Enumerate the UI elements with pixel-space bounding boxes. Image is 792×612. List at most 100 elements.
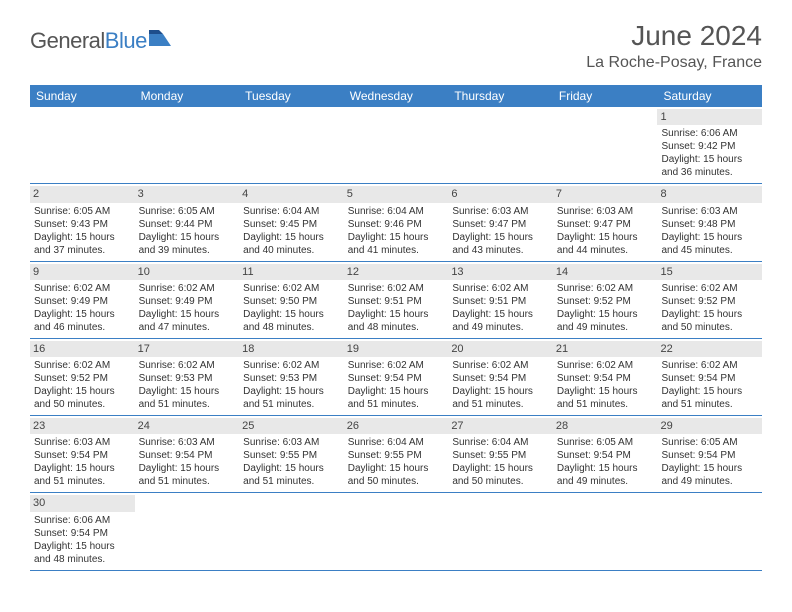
day-number: 27 [448,418,553,434]
day-number: 16 [30,341,135,357]
day-cell: 20Sunrise: 6:02 AMSunset: 9:54 PMDayligh… [448,339,553,415]
sunset-line: Sunset: 9:47 PM [557,218,654,231]
sunrise-line: Sunrise: 6:06 AM [34,514,131,527]
daylight-line: Daylight: 15 hours [348,308,445,321]
day-number: 25 [239,418,344,434]
sunrise-line: Sunrise: 6:05 AM [661,436,758,449]
week-row: 2Sunrise: 6:05 AMSunset: 9:43 PMDaylight… [30,184,762,261]
day-number: 9 [30,264,135,280]
sunrise-line: Sunrise: 6:02 AM [661,282,758,295]
sunrise-line: Sunrise: 6:02 AM [139,282,236,295]
daylight-line: and 43 minutes. [452,244,549,257]
sunset-line: Sunset: 9:54 PM [557,372,654,385]
day-cell: 8Sunrise: 6:03 AMSunset: 9:48 PMDaylight… [657,184,762,260]
sunrise-line: Sunrise: 6:02 AM [243,359,340,372]
daylight-line: and 51 minutes. [452,398,549,411]
sunset-line: Sunset: 9:49 PM [139,295,236,308]
sunset-line: Sunset: 9:54 PM [661,372,758,385]
daylight-line: Daylight: 15 hours [348,231,445,244]
day-cell: 28Sunrise: 6:05 AMSunset: 9:54 PMDayligh… [553,416,658,492]
sunrise-line: Sunrise: 6:04 AM [348,205,445,218]
day-cell: 21 Sunrise: 6:02 AMSunset: 9:54 PMDayligh… [553,339,658,415]
daylight-line: and 41 minutes. [348,244,445,257]
sunset-line: Sunset: 9:51 PM [348,295,445,308]
sunset-line: Sunset: 9:52 PM [661,295,758,308]
sunrise-line: Sunrise: 6:02 AM [661,359,758,372]
dow-tuesday: Tuesday [239,85,344,107]
sunrise-line: Sunrise: 6:02 AM [348,282,445,295]
day-cell-empty: . [239,107,344,183]
day-cell-empty: . [239,493,344,569]
sunset-line: Sunset: 9:48 PM [661,218,758,231]
day-cell-empty: . [553,107,658,183]
dow-wednesday: Wednesday [344,85,449,107]
sunrise-line: Sunrise: 6:02 AM [557,282,654,295]
dow-saturday: Saturday [657,85,762,107]
day-cell-empty: . [344,493,449,569]
daylight-line: and 49 minutes. [557,475,654,488]
day-number: 21 [553,341,658,357]
sunset-line: Sunset: 9:53 PM [243,372,340,385]
day-cell: 27Sunrise: 6:04 AMSunset: 9:55 PMDayligh… [448,416,553,492]
day-cell: 26Sunrise: 6:04 AMSunset: 9:55 PMDayligh… [344,416,449,492]
daylight-line: Daylight: 15 hours [34,308,131,321]
day-number: 4 [239,186,344,202]
day-cell: 11Sunrise: 6:02 AMSunset: 9:50 PMDayligh… [239,262,344,338]
daylight-line: and 51 minutes. [243,398,340,411]
daylight-line: Daylight: 15 hours [139,308,236,321]
sunrise-line: Sunrise: 6:02 AM [243,282,340,295]
sunset-line: Sunset: 9:44 PM [139,218,236,231]
day-cell: 5Sunrise: 6:04 AMSunset: 9:46 PMDaylight… [344,184,449,260]
week-row: 9Sunrise: 6:02 AMSunset: 9:49 PMDaylight… [30,262,762,339]
day-number: 17 [135,341,240,357]
daylight-line: Daylight: 15 hours [557,385,654,398]
day-number: 15 [657,264,762,280]
daylight-line: and 51 minutes. [34,475,131,488]
daylight-line: and 49 minutes. [452,321,549,334]
day-cell: 17Sunrise: 6:02 AMSunset: 9:53 PMDayligh… [135,339,240,415]
flag-icon [149,30,171,46]
day-number: 24 [135,418,240,434]
day-cell: 14Sunrise: 6:02 AMSunset: 9:52 PMDayligh… [553,262,658,338]
daylight-line: and 36 minutes. [661,166,758,179]
dow-monday: Monday [135,85,240,107]
dow-thursday: Thursday [448,85,553,107]
daylight-line: Daylight: 15 hours [139,231,236,244]
daylight-line: Daylight: 15 hours [243,385,340,398]
day-cell: 29Sunrise: 6:05 AMSunset: 9:54 PMDayligh… [657,416,762,492]
daylight-line: Daylight: 15 hours [243,231,340,244]
sunset-line: Sunset: 9:50 PM [243,295,340,308]
daylight-line: Daylight: 15 hours [452,462,549,475]
sunrise-line: Sunrise: 6:03 AM [452,205,549,218]
day-number: 20 [448,341,553,357]
sunrise-line: Sunrise: 6:05 AM [34,205,131,218]
dow-sunday: Sunday [30,85,135,107]
daylight-line: Daylight: 15 hours [557,462,654,475]
day-cell-empty: . [448,493,553,569]
sunrise-line: Sunrise: 6:02 AM [557,359,654,372]
day-cell: 15Sunrise: 6:02 AMSunset: 9:52 PMDayligh… [657,262,762,338]
week-row: ......1Sunrise: 6:06 AMSunset: 9:42 PMDa… [30,107,762,184]
sunset-line: Sunset: 9:54 PM [348,372,445,385]
day-number: 14 [553,264,658,280]
dow-friday: Friday [553,85,658,107]
daylight-line: and 49 minutes. [661,475,758,488]
brand-name-a: General [30,28,105,53]
calendar: SundayMondayTuesdayWednesdayThursdayFrid… [30,85,762,571]
sunset-line: Sunset: 9:55 PM [348,449,445,462]
day-cell: 25Sunrise: 6:03 AMSunset: 9:55 PMDayligh… [239,416,344,492]
day-cell: 9Sunrise: 6:02 AMSunset: 9:49 PMDaylight… [30,262,135,338]
daylight-line: and 51 minutes. [139,475,236,488]
day-number: 13 [448,264,553,280]
sunrise-line: Sunrise: 6:03 AM [139,436,236,449]
daylight-line: Daylight: 15 hours [557,308,654,321]
brand-name: GeneralBlue [30,28,147,54]
day-cell: 3Sunrise: 6:05 AMSunset: 9:44 PMDaylight… [135,184,240,260]
day-cell: 4Sunrise: 6:04 AMSunset: 9:45 PMDaylight… [239,184,344,260]
sunrise-line: Sunrise: 6:03 AM [661,205,758,218]
sunrise-line: Sunrise: 6:04 AM [452,436,549,449]
day-number: 5 [344,186,449,202]
day-number: 18 [239,341,344,357]
day-number: 30 [30,495,135,511]
sunrise-line: Sunrise: 6:05 AM [557,436,654,449]
